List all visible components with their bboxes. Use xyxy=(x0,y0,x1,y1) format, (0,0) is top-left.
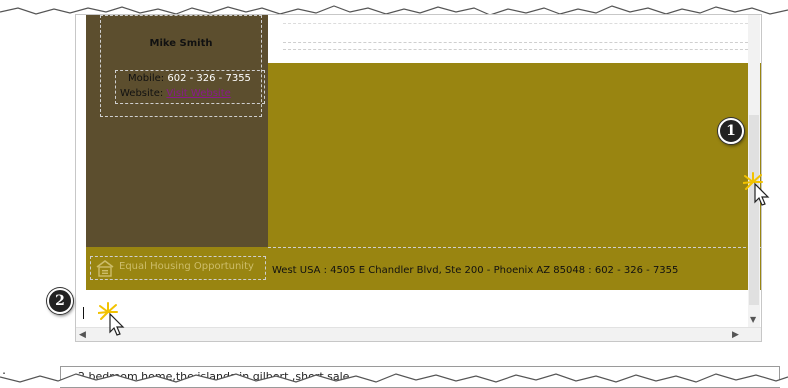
website-label: Website: xyxy=(120,88,164,99)
banner-area[interactable] xyxy=(268,63,761,290)
torn-edge-top xyxy=(0,0,788,16)
equal-housing-block[interactable]: Equal Housing Opportunity xyxy=(90,256,266,280)
footer-guide xyxy=(268,247,761,248)
vertical-scroll-thumb[interactable] xyxy=(749,115,759,305)
callout-badge-1: 1 xyxy=(718,118,744,144)
horizontal-scrollbar[interactable]: ◀ ▶ xyxy=(76,327,761,341)
mobile-row: Mobile: 602 - 326 - 7355 xyxy=(128,73,251,84)
guide-strip xyxy=(283,42,753,50)
footer-left-cell: Equal Housing Opportunity xyxy=(86,247,268,290)
email-signature-editor[interactable]: Mike Smith Mobile: 602 - 326 - 7355 Webs… xyxy=(75,14,762,342)
profile-block[interactable]: Mike Smith Mobile: 602 - 326 - 7355 Webs… xyxy=(100,15,265,117)
signature-sidebar: Mike Smith Mobile: 602 - 326 - 7355 Webs… xyxy=(86,15,275,265)
scroll-right-arrow-icon[interactable]: ▶ xyxy=(732,330,739,340)
footer-address: West USA : 4505 E Chandler Blvd, Ste 200… xyxy=(272,265,679,276)
text-caret xyxy=(83,307,84,319)
click-marker-icon xyxy=(743,172,770,206)
website-link[interactable]: Visit Website xyxy=(166,88,231,99)
scroll-left-arrow-icon[interactable]: ◀ xyxy=(79,330,86,340)
description-label: : xyxy=(2,368,7,382)
mobile-label: Mobile: xyxy=(128,73,165,84)
torn-edge-bottom xyxy=(0,373,788,387)
website-row: Website: Visit Website xyxy=(120,88,231,99)
scroll-down-arrow-icon[interactable]: ▼ xyxy=(750,315,757,324)
agent-name: Mike Smith xyxy=(149,38,213,49)
click-marker-icon xyxy=(98,302,125,336)
guide-line xyxy=(283,23,753,24)
callout-badge-2: 2 xyxy=(47,288,73,314)
equal-housing-text: Equal Housing Opportunity xyxy=(119,261,254,272)
mobile-value: 602 - 326 - 7355 xyxy=(167,73,251,84)
equal-housing-icon xyxy=(96,260,114,277)
contact-details: Mobile: 602 - 326 - 7355 Website: Visit … xyxy=(115,70,265,104)
header-area xyxy=(268,15,761,63)
